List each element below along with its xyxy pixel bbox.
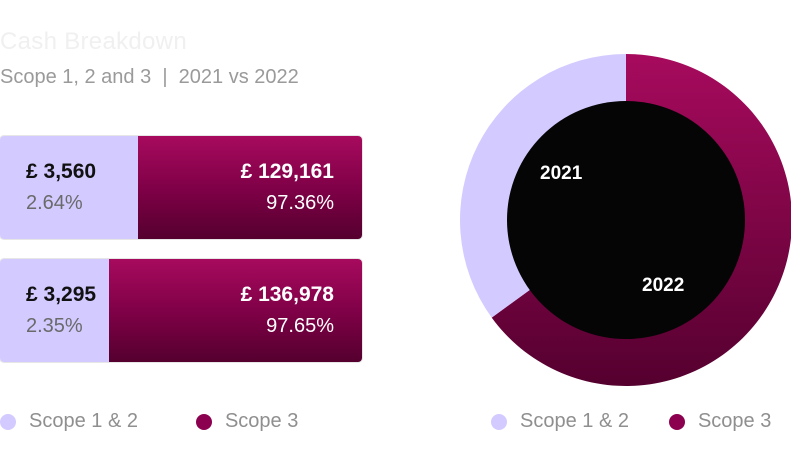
bar-segment-scope3: £ 136,978 97.65%	[109, 259, 362, 362]
legend-item-scope3: Scope 3	[195, 410, 299, 433]
data-label-amount: £ 3,560	[26, 160, 97, 183]
legend-item-scope3: Scope 3	[668, 410, 772, 433]
data-label-percent: 97.65%	[266, 315, 334, 337]
legend-swatch-scope12	[491, 413, 507, 430]
legend-label: Scope 3	[697, 410, 772, 432]
legend-swatch-scope3	[195, 413, 212, 430]
donut-center	[507, 101, 745, 339]
legend-swatch-scope3	[668, 413, 685, 430]
data-label-amount: £ 136,978	[240, 283, 334, 306]
data-label-percent: 2.35%	[26, 315, 83, 337]
bar-legend: Scope 1 & 2 Scope 3	[0, 410, 298, 433]
bar-segment-scope12: £ 3,295 2.35%	[0, 259, 109, 362]
legend-item-scope12: Scope 1 & 2	[0, 410, 138, 433]
bar-segment-scope12: £ 3,560 2.64%	[0, 136, 138, 239]
legend-label: Scope 1 & 2	[29, 410, 138, 432]
bar-segment-scope3: £ 129,161 97.36%	[138, 136, 362, 239]
chart-title: Cash Breakdown	[0, 28, 187, 55]
data-label-amount: £ 3,295	[26, 283, 97, 306]
donut-legend: Scope 1 & 2 Scope 3	[491, 410, 771, 433]
stacked-bar-2021: £ 3,560 2.64% £ 129,161 97.36%	[0, 136, 362, 239]
legend-swatch-scope12	[0, 413, 16, 430]
legend-label: Scope 1 & 2	[520, 410, 629, 432]
data-label-percent: 97.36%	[266, 192, 334, 214]
data-label-amount: £ 129,161	[240, 160, 334, 183]
center-label-2022: 2022	[642, 275, 684, 296]
stacked-bar-2022: £ 3,295 2.35% £ 136,978 97.65%	[0, 259, 362, 362]
chart-subtitle: Scope 1, 2 and 3 | 2021 vs 2022	[0, 66, 299, 88]
data-label-percent: 2.64%	[26, 192, 83, 214]
center-label-2021: 2021	[540, 163, 583, 184]
legend-label: Scope 3	[224, 410, 299, 432]
donut-chart: 2021 2022	[460, 54, 791, 386]
legend-item-scope12: Scope 1 & 2	[491, 410, 629, 433]
